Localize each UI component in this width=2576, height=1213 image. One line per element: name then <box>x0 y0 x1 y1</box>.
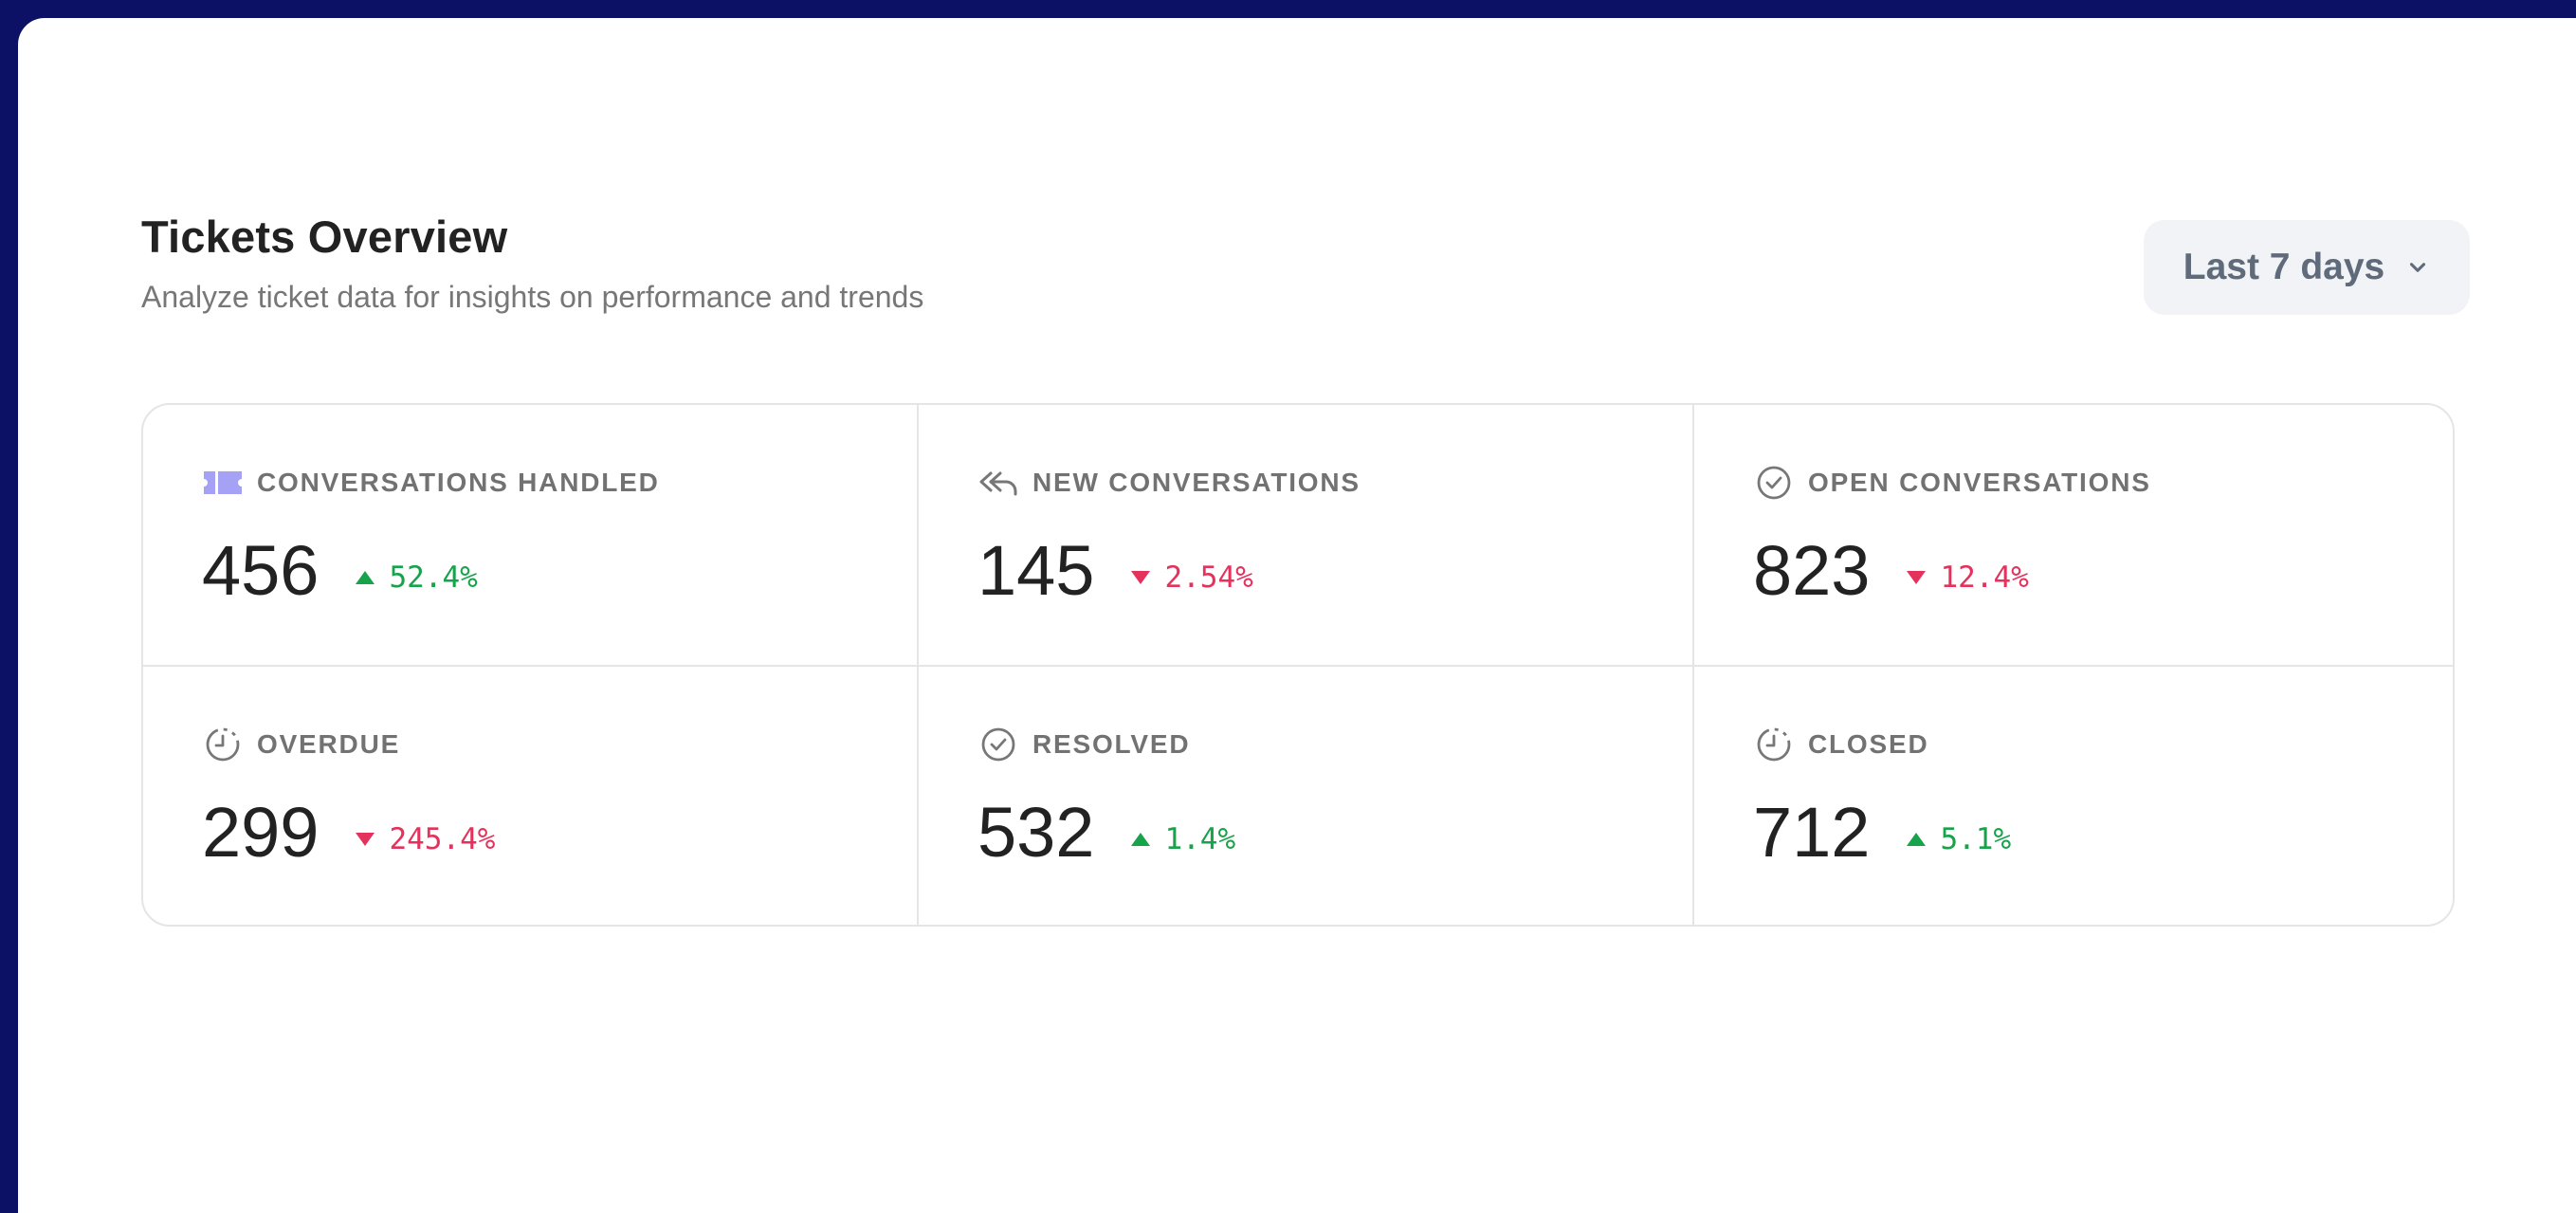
trend-down-icon <box>1131 571 1151 584</box>
stat-open-conversations: OPEN CONVERSATIONS 823 12.4% <box>1694 405 2453 667</box>
stat-value: 532 <box>977 793 1095 872</box>
reply-all-icon <box>979 471 1017 496</box>
stat-label: RESOLVED <box>1032 729 1191 759</box>
stat-change-value: 1.4% <box>1164 822 1236 856</box>
ticket-stats-grid: CONVERSATIONS HANDLED 456 52.4% NEW CONV… <box>141 403 2455 927</box>
stat-change-value: 5.1% <box>1940 822 2012 856</box>
stat-change-badge: 1.4% <box>1130 822 1235 856</box>
stat-change-value: 52.4% <box>389 561 478 595</box>
stat-label: OPEN CONVERSATIONS <box>1808 468 2151 497</box>
stat-change-value: 2.54% <box>1164 561 1253 595</box>
stat-label: NEW CONVERSATIONS <box>1032 468 1361 497</box>
stat-value: 145 <box>977 531 1095 610</box>
clock-icon <box>206 727 240 762</box>
stat-value: 299 <box>202 793 320 872</box>
stat-change-badge: 12.4% <box>1906 561 2029 595</box>
page-panel: Tickets Overview Analyze ticket data for… <box>18 18 2576 1213</box>
stat-change-badge: 5.1% <box>1906 822 2011 856</box>
page-subtitle: Analyze ticket data for insights on perf… <box>141 280 924 314</box>
ticket-icon <box>204 471 242 494</box>
stat-value: 456 <box>202 531 320 610</box>
stat-conversations-handled: CONVERSATIONS HANDLED 456 52.4% <box>143 405 919 667</box>
date-range-dropdown[interactable]: Last 7 days <box>2144 220 2470 315</box>
stat-label: CLOSED <box>1808 729 1929 759</box>
stat-label: CONVERSATIONS HANDLED <box>257 468 660 497</box>
stat-change-badge: 245.4% <box>355 822 495 856</box>
check-circle-icon <box>981 727 1015 762</box>
stat-change-value: 245.4% <box>389 822 496 856</box>
stat-change-badge: 52.4% <box>355 561 478 595</box>
check-circle-icon <box>1757 466 1791 500</box>
stat-change-badge: 2.54% <box>1130 561 1253 595</box>
stat-value: 712 <box>1753 793 1871 872</box>
clock-icon <box>1757 727 1791 762</box>
trend-up-icon <box>1907 833 1927 846</box>
stat-closed: CLOSED 712 5.1% <box>1694 667 2453 925</box>
stat-resolved: RESOLVED 532 1.4% <box>919 667 1694 925</box>
trend-up-icon <box>1131 833 1151 846</box>
trend-down-icon <box>1907 571 1927 584</box>
stat-value: 823 <box>1753 531 1871 610</box>
page-title: Tickets Overview <box>141 211 508 262</box>
stat-overdue: OVERDUE 299 245.4% <box>143 667 919 925</box>
overview-header: Tickets Overview Analyze ticket data for… <box>141 192 2470 324</box>
trend-up-icon <box>356 571 375 584</box>
stat-change-value: 12.4% <box>1940 561 2029 595</box>
chevron-down-icon <box>2410 263 2426 272</box>
date-range-label: Last 7 days <box>2183 247 2385 287</box>
stat-new-conversations: NEW CONVERSATIONS 145 2.54% <box>919 405 1694 667</box>
stat-label: OVERDUE <box>257 729 401 759</box>
trend-down-icon <box>356 833 375 846</box>
